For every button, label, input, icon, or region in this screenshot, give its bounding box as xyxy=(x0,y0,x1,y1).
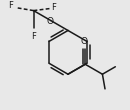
Text: F: F xyxy=(51,3,56,12)
Text: F: F xyxy=(31,32,36,41)
Text: F: F xyxy=(8,1,13,10)
Text: O: O xyxy=(46,17,53,26)
Text: O: O xyxy=(81,37,88,46)
